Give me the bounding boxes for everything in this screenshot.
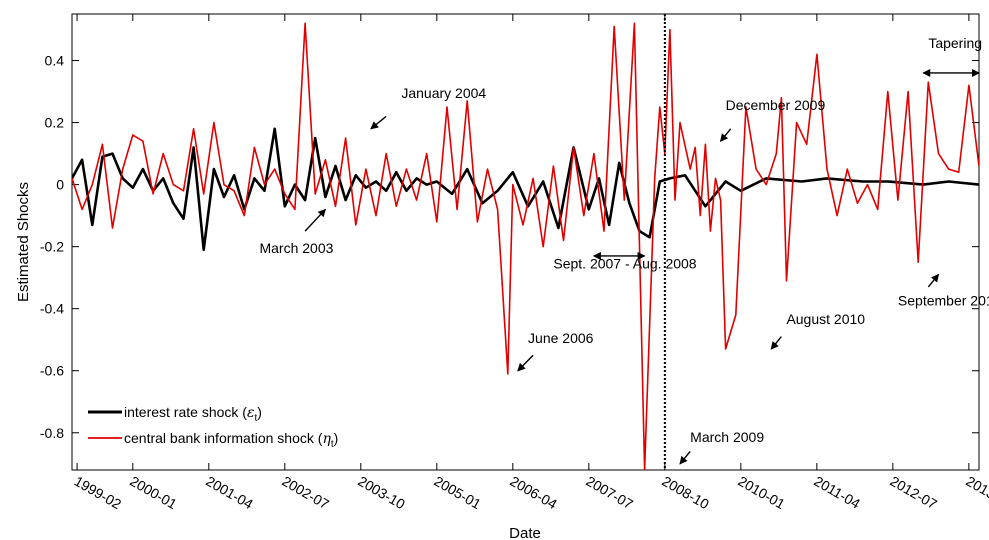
y-tick-label: 0.2: [45, 115, 65, 131]
legend-entry: interest rate shock (εt): [124, 404, 262, 424]
x-axis-label: Date: [509, 525, 541, 540]
annotation-arrow: [770, 336, 782, 350]
x-tick-label: 2010-01: [735, 473, 788, 513]
annotation-arrow: [370, 115, 387, 130]
x-tick-label: 2003-10: [355, 473, 408, 513]
annotation-label: Sept. 2007 - Aug. 2008: [553, 255, 696, 271]
legend-box: [82, 396, 322, 454]
annotation-arrow: [517, 354, 534, 372]
annotation-label: Tapering: [928, 35, 982, 51]
x-tick-label: 2000-01: [127, 473, 180, 513]
series-line-interest-rate-shock: [72, 127, 979, 252]
x-tick-label: 2001-04: [203, 473, 256, 513]
plot-frame: [71, 13, 980, 471]
annotation-label: March 2003: [259, 240, 333, 256]
y-tick-label: -0.8: [40, 425, 64, 441]
x-tick-label: 1999-02: [72, 473, 125, 513]
x-tick-label: 2012-07: [887, 473, 940, 513]
y-tick-label: -0.4: [40, 301, 64, 317]
annotation-arrow: [719, 128, 732, 142]
x-tick-label: 2002-07: [279, 473, 332, 513]
y-tick-label: -0.6: [40, 363, 64, 379]
x-tick-label: 2007-07: [583, 473, 636, 513]
y-tick-label: 0: [56, 177, 64, 193]
legend: interest rate shock (εt) central bank inf…: [82, 396, 338, 454]
x-tick-label: 2006-04: [507, 473, 560, 513]
x-tick-label: 2011-04: [811, 473, 863, 512]
annotation-label: January 2004: [401, 85, 486, 101]
x-tick-label: 2013-10: [963, 473, 989, 513]
annotation-arrow: [927, 273, 940, 288]
y-axis: 0.4 0.2 0 -0.2 -0.4 -0.6 -0.8: [40, 53, 979, 441]
annotation-arrow: [679, 450, 691, 465]
annotation-label: August 2010: [786, 311, 865, 327]
annotation-label: March 2009: [690, 429, 764, 445]
y-tick-label: 0.4: [45, 53, 65, 69]
annotation-label: September 2013: [898, 293, 989, 309]
y-axis-label: Estimated Shocks: [15, 182, 32, 302]
x-tick-label: 2008-10: [659, 473, 712, 513]
annotation-label: December 2009: [726, 97, 826, 113]
legend-entry: central bank information shock (ηt): [124, 430, 338, 450]
y-tick-label: -0.2: [40, 239, 64, 255]
annotation-arrow: [304, 208, 327, 232]
series-layer: [72, 22, 979, 470]
annotations: January 2004 March 2003 June 2006 December …: [259, 35, 989, 465]
series-line-information-shock: [72, 22, 979, 470]
annotation-label: June 2006: [528, 330, 594, 346]
x-tick-label: 2005-01: [431, 473, 484, 513]
